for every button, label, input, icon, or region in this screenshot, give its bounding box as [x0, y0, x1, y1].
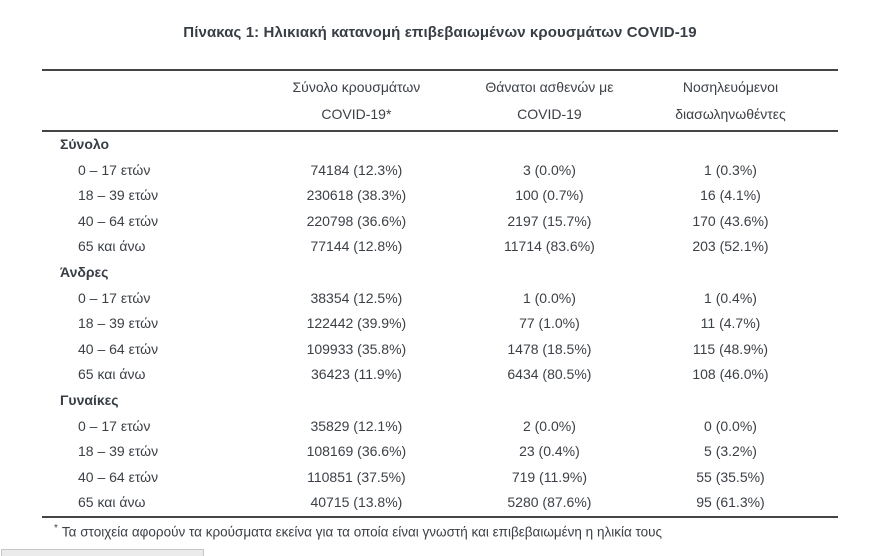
section-header-men: Άνδρες: [42, 260, 838, 286]
intubated-value: 1 (0.3%): [704, 161, 757, 178]
section-header-women: Γυναίκες: [42, 388, 838, 414]
section-header-total: Σύνολο: [42, 131, 838, 158]
table-row: 65 και άνω 36423 (11.9%) 6434 (80.5%) 10…: [42, 362, 838, 388]
table-row: 18 – 39 ετών 230618 (38.3%) 100 (0.7%) 1…: [42, 183, 838, 209]
cases-value: 230618 (38.3%): [306, 187, 407, 204]
table-row: 65 και άνω 40715 (13.8%) 5280 (87.6%) 95…: [42, 490, 838, 517]
age-group-label: 40 – 64 ετών: [78, 340, 159, 357]
table-row: 18 – 39 ετών 122442 (39.9%) 77 (1.0%) 11…: [42, 311, 838, 337]
intubated-value: 108 (46.0%): [692, 366, 769, 383]
cases-value: 110851 (37.5%): [307, 468, 406, 485]
section-title: Σύνολο: [60, 136, 110, 152]
column-header-empty: [42, 69, 257, 132]
cases-value: 40715 (13.8%): [310, 494, 403, 511]
deaths-value: 6434 (80.5%): [507, 366, 592, 383]
deaths-value: 3 (0.0%): [522, 161, 576, 178]
age-group-label: 18 – 39 ετών: [78, 187, 159, 204]
intubated-value: 170 (43.6%): [692, 212, 769, 229]
intubated-value: 115 (48.9%): [692, 340, 769, 357]
deaths-value: 1478 (18.5%): [507, 340, 592, 357]
page-title: Πίνακας 1: Ηλικιακή κατανομή επιβεβαιωμέ…: [183, 24, 697, 41]
column-header-intubated-line2: διασωληνωθέντες: [675, 105, 786, 122]
footnote-row: * Τα στοιχεία αφορούν τα κρούσματα εκείνα…: [42, 515, 838, 545]
table-header: Σύνολο κρουσμάτων COVID-19* Θάνατοι ασθε…: [42, 69, 838, 132]
cases-value: 74184 (12.3%): [310, 161, 403, 178]
table-body: Σύνολο 0 – 17 ετών 74184 (12.3%) 3 (0.0%…: [42, 131, 838, 517]
footnote-asterisk: *: [54, 523, 58, 535]
column-header-intubated: Νοσηλευόμενοι διασωληνωθέντες: [642, 69, 838, 132]
table-row: 18 – 39 ετών 108169 (36.6%) 23 (0.4%) 5 …: [42, 439, 838, 465]
intubated-value: 0 (0.0%): [704, 417, 757, 434]
intubated-value: 55 (35.5%): [696, 468, 765, 485]
partial-bottom-bar: [1, 549, 204, 556]
cases-value: 220798 (36.6%): [306, 212, 407, 229]
table-row: 40 – 64 ετών 110851 (37.5%) 719 (11.9%) …: [42, 465, 838, 491]
age-group-label: 18 – 39 ετών: [78, 443, 159, 460]
age-group-label: 0 – 17 ετών: [78, 289, 151, 306]
age-group-label: 0 – 17 ετών: [78, 161, 151, 178]
column-header-cases-line1: Σύνολο κρουσμάτων: [292, 78, 421, 95]
age-group-label: 40 – 64 ετών: [78, 212, 159, 229]
table-row: 40 – 64 ετών 109933 (35.8%) 1478 (18.5%)…: [42, 337, 838, 363]
age-group-label: 40 – 64 ετών: [78, 468, 159, 485]
column-header-cases-line2: COVID-19*: [321, 105, 392, 122]
deaths-value: 1 (0.0%): [522, 289, 576, 306]
intubated-value: 11 (4.7%): [700, 315, 761, 332]
section-title: Γυναίκες: [60, 391, 119, 408]
column-header-deaths: Θάνατοι ασθενών με COVID-19: [455, 69, 643, 132]
table-row: 0 – 17 ετών 35829 (12.1%) 2 (0.0%) 0 (0.…: [42, 414, 838, 440]
table-row: 0 – 17 ετών 74184 (12.3%) 3 (0.0%) 1 (0.…: [42, 158, 838, 184]
deaths-value: 5280 (87.6%): [507, 494, 592, 511]
cases-value: 108169 (36.6%): [306, 443, 407, 460]
section-title: Άνδρες: [60, 263, 109, 280]
deaths-value: 11714 (83.6%): [504, 238, 595, 255]
intubated-value: 95 (61.3%): [696, 494, 765, 511]
age-group-label: 65 και άνω: [78, 238, 146, 255]
intubated-value: 203 (52.1%): [692, 238, 769, 255]
age-group-label: 65 και άνω: [78, 494, 146, 511]
cases-value: 77144 (12.8%): [310, 238, 403, 255]
deaths-value: 2 (0.0%): [522, 417, 576, 434]
deaths-value: 23 (0.4%): [519, 443, 580, 460]
column-header-deaths-line1: Θάνατοι ασθενών με: [485, 78, 614, 95]
footnote-text: Τα στοιχεία αφορούν τα κρούσματα εκείνα …: [61, 524, 663, 540]
cases-value: 35829 (12.1%): [310, 417, 403, 434]
intubated-value: 1 (0.4%): [704, 289, 757, 306]
cases-value: 122442 (39.9%): [306, 315, 407, 332]
cases-value: 109933 (35.8%): [306, 340, 407, 357]
table-row: 0 – 17 ετών 38354 (12.5%) 1 (0.0%) 1 (0.…: [42, 286, 838, 312]
age-group-label: 18 – 39 ετών: [78, 315, 159, 332]
header-row: Σύνολο κρουσμάτων COVID-19* Θάνατοι ασθε…: [42, 69, 838, 132]
table-row: 40 – 64 ετών 220798 (36.6%) 2197 (15.7%)…: [42, 209, 838, 235]
column-header-cases: Σύνολο κρουσμάτων COVID-19*: [256, 69, 456, 132]
age-group-label: 65 και άνω: [78, 366, 146, 383]
cases-value: 36423 (11.9%): [311, 366, 402, 383]
deaths-value: 77 (1.0%): [519, 315, 580, 332]
age-group-label: 0 – 17 ετών: [78, 417, 151, 434]
column-header-intubated-line1: Νοσηλευόμενοι: [682, 78, 779, 95]
table-row: 65 και άνω 77144 (12.8%) 11714 (83.6%) 2…: [42, 234, 838, 260]
deaths-value: 100 (0.7%): [515, 187, 584, 204]
deaths-value: 2197 (15.7%): [507, 212, 592, 229]
cases-value: 38354 (12.5%): [310, 289, 403, 306]
deaths-value: 719 (11.9%): [511, 468, 588, 485]
covid-age-distribution-table: Σύνολο κρουσμάτων COVID-19* Θάνατοι ασθε…: [42, 69, 838, 545]
footnote: * Τα στοιχεία αφορούν τα κρούσματα εκείνα…: [42, 515, 838, 545]
table-footer: * Τα στοιχεία αφορούν τα κρούσματα εκείνα…: [42, 515, 838, 545]
column-header-deaths-line2: COVID-19: [517, 105, 582, 122]
intubated-value: 5 (3.2%): [704, 443, 757, 460]
intubated-value: 16 (4.1%): [700, 187, 761, 204]
